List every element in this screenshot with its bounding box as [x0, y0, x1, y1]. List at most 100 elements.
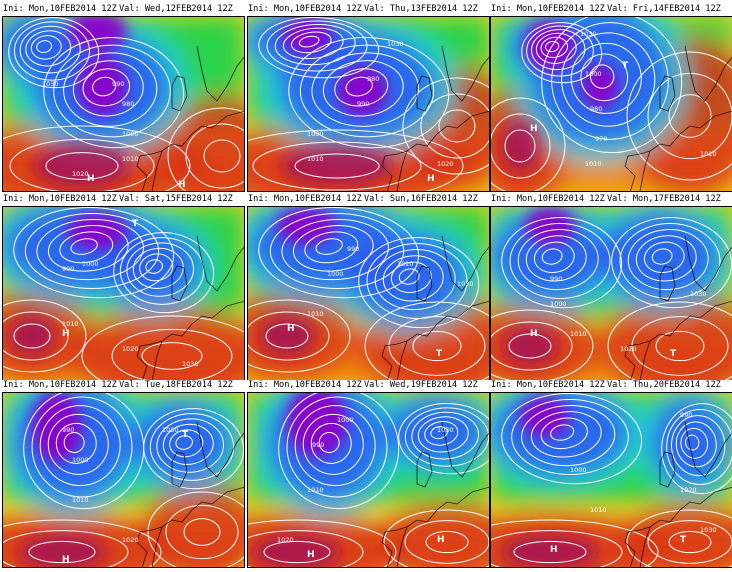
isobar-value-label: 990 [347, 245, 359, 253]
isobar [383, 509, 490, 568]
isobar [626, 51, 732, 181]
isobar-value-label: 970 [595, 135, 607, 143]
isobar-value-label: 980 [590, 105, 602, 113]
isobar [141, 342, 203, 370]
isobar [526, 25, 594, 77]
isobar-value-label: 1000 [307, 130, 324, 138]
isobar [263, 540, 331, 564]
isobar [2, 311, 69, 361]
panel-header: Ini: Mon,10FEB2014 12Z Val: Tue,18FEB201… [2, 380, 245, 391]
valid-time-label: Val: Sat,15FEB2014 12Z [119, 194, 233, 204]
panel-header: Ini: Mon,10FEB2014 12Z Val: Fri,14FEB201… [490, 4, 732, 15]
isobar [162, 423, 214, 465]
init-time-label: Ini: Mon,10FEB2014 12Z [3, 194, 117, 204]
isobar-value-label: 1020 [72, 170, 89, 178]
isobar [266, 20, 368, 72]
isobar [81, 315, 245, 382]
isobar-value-label: 1030 [690, 290, 707, 298]
iberia-coast [624, 340, 651, 382]
isobar [651, 248, 673, 265]
isobar-lines [2, 206, 245, 382]
forecast-panel-1: Ini: Mon,10FEB2014 12Z Val: Wed,12FEB201… [2, 4, 245, 192]
pressure-map: 990 980 1000 1010 1020 1030 H H [2, 16, 245, 192]
isobar [30, 35, 62, 60]
high-pressure-area [162, 96, 245, 192]
isobar [358, 237, 480, 329]
iberia-coast [381, 340, 408, 382]
isobar-value-label: 990 [680, 411, 692, 419]
isobar [490, 309, 594, 382]
pressure-center-label: T [622, 61, 629, 71]
europe-coast [151, 300, 245, 382]
isobar [14, 21, 90, 81]
isobar [550, 424, 575, 441]
pressure-map: 980 990 1000 1010 1020 1030 H [247, 16, 490, 192]
isobar-value-label: 1000 [122, 130, 139, 138]
valid-time-label: Val: Tue,18FEB2014 12Z [119, 380, 233, 390]
map-border [247, 392, 490, 568]
valid-time-label: Val: Wed,19FEB2014 12Z [364, 380, 478, 390]
isobar [63, 432, 85, 454]
pressure-center-label: H [307, 550, 315, 560]
isobar [545, 40, 560, 53]
isobar [398, 268, 420, 285]
isobar [8, 17, 100, 89]
isobar-value-label: 1030 [387, 40, 404, 48]
coastlines [624, 45, 732, 192]
britain-coast [659, 75, 676, 112]
isobar-value-label: 1010 [570, 330, 587, 338]
isobar [203, 139, 241, 173]
isobar [535, 32, 577, 64]
isobar-lines [247, 16, 490, 192]
isobar [247, 530, 364, 568]
isobar [388, 316, 486, 376]
pressure-field-svg: 990 1000 1010 1020 1030 H T [490, 206, 732, 382]
iberia-coast [136, 150, 163, 192]
isobar [680, 427, 709, 459]
valid-time-label: Val: Fri,14FEB2014 12Z [607, 4, 721, 14]
map-border [490, 16, 732, 192]
iberia-coast [136, 340, 163, 382]
isobar [290, 31, 332, 54]
britain-coast [171, 75, 188, 112]
europe-coast [396, 300, 490, 382]
isobar [541, 248, 563, 265]
scandinavia-coast [684, 45, 732, 102]
isobar-value-label: 1000 [327, 270, 344, 278]
forecast-panel-9: Ini: Mon,10FEB2014 12Z Val: Thu,20FEB201… [490, 380, 732, 568]
isobar [655, 330, 705, 362]
forecast-panel-4: Ini: Mon,10FEB2014 12Z Val: Sat,15FEB201… [2, 194, 245, 382]
isobar-value-label: 1010 [590, 506, 607, 514]
isobar [2, 125, 191, 192]
isobar-value-label: 990 [62, 426, 74, 434]
isobar [668, 94, 712, 138]
britain-coast [659, 265, 676, 302]
isobar [561, 32, 656, 127]
high-core [259, 315, 315, 357]
isobar [366, 243, 468, 319]
isobar-lines [490, 16, 732, 192]
init-time-label: Ini: Mon,10FEB2014 12Z [491, 194, 605, 204]
isobar-value-label: 980 [367, 75, 379, 83]
pressure-map: 990 1000 1010 1020 1030 H T [247, 206, 490, 382]
pressure-field-svg: 990 1000 1010 1020 1030 H T [247, 206, 490, 382]
isobar [374, 249, 456, 311]
scandinavia-coast [684, 235, 732, 292]
isobar [322, 60, 404, 117]
isobar [671, 415, 726, 477]
isobar-value-label: 1020 [700, 150, 717, 158]
isobar [70, 238, 98, 255]
isobar [530, 411, 602, 458]
isobar [28, 540, 96, 564]
pressure-field-svg: 970 980 1000 1010 1020 1030 H T [490, 16, 732, 192]
iberia-coast [136, 526, 163, 568]
isobar [111, 328, 233, 382]
pressure-field-svg: 990 1000 1010 1020 1030 H T [2, 392, 245, 568]
britain-coast [416, 451, 433, 488]
isobar-lines [490, 217, 732, 382]
isobar [490, 519, 659, 568]
europe-coast [151, 110, 245, 192]
isobar [661, 403, 732, 495]
coastlines [136, 45, 245, 192]
scandinavia-coast [684, 421, 732, 478]
